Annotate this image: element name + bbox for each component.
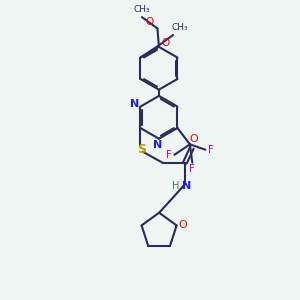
Text: CH₃: CH₃ [134, 4, 150, 14]
Text: S: S [137, 143, 146, 156]
Text: O: O [179, 220, 188, 230]
Text: O: O [189, 134, 198, 144]
Text: N: N [182, 181, 191, 191]
Text: O: O [145, 17, 153, 27]
Text: CH₃: CH₃ [172, 23, 188, 32]
Text: F: F [189, 164, 195, 174]
Text: F: F [166, 150, 172, 160]
Text: O: O [162, 38, 170, 48]
Text: N: N [153, 140, 162, 150]
Text: N: N [130, 99, 139, 109]
Text: F: F [208, 145, 214, 155]
Text: H: H [172, 181, 179, 191]
